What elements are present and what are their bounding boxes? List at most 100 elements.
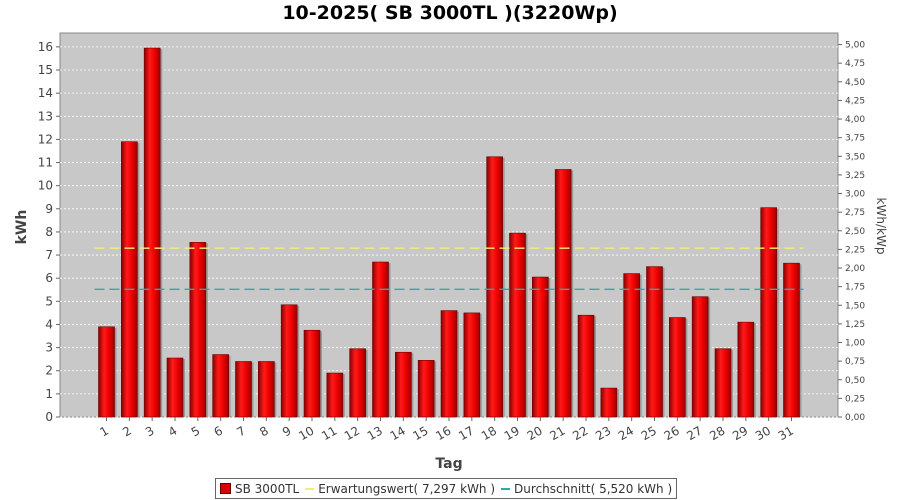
x-tick-label: 8 (257, 423, 271, 439)
x-tick-label: 19 (502, 423, 522, 443)
x-tick-label: 30 (753, 423, 773, 443)
bar (714, 348, 732, 418)
bar (280, 304, 298, 418)
x-tick-label: 14 (388, 423, 408, 443)
x-tick-label: 4 (166, 423, 180, 439)
bar (372, 261, 389, 418)
x-tick-label: 9 (280, 423, 294, 439)
y-tick-label: 8 (45, 225, 53, 239)
y2-tick-label: 3,50 (845, 152, 865, 162)
y-tick-label: 12 (38, 132, 53, 146)
x-tick-label: 6 (212, 423, 226, 439)
bar (737, 321, 755, 418)
bar (600, 387, 618, 418)
bar (760, 207, 777, 418)
y2-tick-label: 5,00 (845, 41, 865, 51)
y2-tick-label: 1,00 (845, 339, 865, 349)
legend-item-average: Durchschnitt( 5,520 kWh ) (501, 482, 672, 496)
legend-item-series: SB 3000TL (220, 482, 299, 496)
bar (121, 141, 138, 418)
y-tick-label: 6 (45, 271, 53, 285)
legend-item-expected: Erwartungswert( 7,297 kWh ) (305, 482, 495, 496)
x-tick-label: 27 (684, 423, 704, 443)
bar (235, 361, 252, 418)
x-tick-label: 7 (234, 423, 248, 439)
bar (189, 242, 207, 418)
bar (532, 276, 549, 418)
x-tick-label: 12 (342, 423, 362, 443)
y2-tick-label: 3,75 (845, 134, 865, 144)
x-tick-label: 18 (479, 423, 499, 443)
bar (417, 360, 435, 418)
y-tick-label: 9 (45, 202, 53, 216)
y-tick-label: 15 (38, 63, 53, 77)
legend-swatch-series (220, 483, 231, 494)
x-tick-label: 31 (776, 423, 796, 443)
y-tick-label: 4 (45, 317, 53, 331)
x-tick-label: 16 (433, 423, 453, 443)
y2-tick-label: 0,50 (845, 376, 865, 386)
y-tick-label: 13 (38, 109, 53, 123)
bar (623, 273, 640, 418)
y2-tick-label: 0,00 (845, 413, 865, 423)
x-tick-label: 22 (570, 423, 590, 443)
x-tick-label: 10 (296, 423, 316, 443)
bar (349, 348, 366, 418)
chart-title: 10-2025( SB 3000TL )(3220Wp) (282, 2, 618, 24)
bar (98, 326, 115, 418)
y2-tick-label: 2,25 (845, 245, 865, 255)
bar (212, 354, 229, 418)
x-tick-label: 23 (593, 423, 613, 443)
y-tick-label: 5 (45, 294, 53, 308)
y2-tick-label: 2,75 (845, 208, 865, 218)
x-tick-label: 17 (456, 423, 476, 443)
bar (395, 351, 412, 418)
x-tick-label: 13 (365, 423, 385, 443)
y2-tick-label: 1,25 (845, 320, 865, 330)
y2-tick-label: 1,50 (845, 301, 865, 311)
y-tick-label: 10 (38, 179, 53, 193)
y-tick-label: 2 (45, 364, 53, 378)
y2-tick-label: 3,00 (845, 190, 865, 200)
y-tick-label: 1 (45, 387, 53, 401)
legend-label-expected: Erwartungswert( 7,297 kWh ) (318, 481, 496, 496)
bar (326, 372, 344, 418)
y-tick-label: 16 (38, 40, 53, 54)
y2-tick-label: 4,50 (845, 78, 865, 88)
y-axis-title: kWh (14, 210, 30, 245)
bar (554, 169, 572, 418)
x-tick-label: 25 (639, 423, 659, 443)
y2-tick-label: 4,25 (845, 96, 865, 106)
bar (440, 310, 458, 418)
y-tick-label: 3 (45, 341, 53, 355)
legend-swatch-average (501, 487, 511, 490)
y2-tick-label: 0,25 (845, 394, 865, 404)
x-tick-label: 21 (547, 423, 567, 443)
bar (669, 317, 686, 418)
legend-label-series: SB 3000TL (235, 481, 300, 496)
x-tick-label: 5 (189, 423, 203, 439)
y2-tick-label: 3,25 (845, 171, 865, 181)
x-tick-label: 26 (662, 423, 682, 443)
legend-label-average: Durchschnitt( 5,520 kWh ) (514, 481, 673, 496)
x-tick-label: 15 (410, 423, 430, 443)
y2-axis-title: kWh/kWp (874, 198, 888, 255)
legend-swatch-expected (305, 487, 315, 490)
x-tick-label: 3 (143, 423, 157, 439)
x-tick-label: 28 (707, 423, 727, 443)
x-tick-label: 24 (616, 423, 636, 443)
y2-tick-label: 2,50 (845, 227, 865, 237)
x-axis-title: Tag (435, 456, 462, 472)
y-tick-label: 14 (38, 86, 53, 100)
y-tick-label: 0 (45, 410, 53, 424)
x-tick-label: 2 (120, 423, 134, 439)
x-tick-label: 11 (319, 423, 339, 443)
y2-tick-label: 4,75 (845, 59, 865, 69)
bar (303, 329, 321, 418)
y2-tick-label: 1,75 (845, 283, 865, 293)
bar (509, 232, 526, 418)
x-tick-label: 29 (730, 423, 750, 443)
bar (463, 312, 481, 418)
